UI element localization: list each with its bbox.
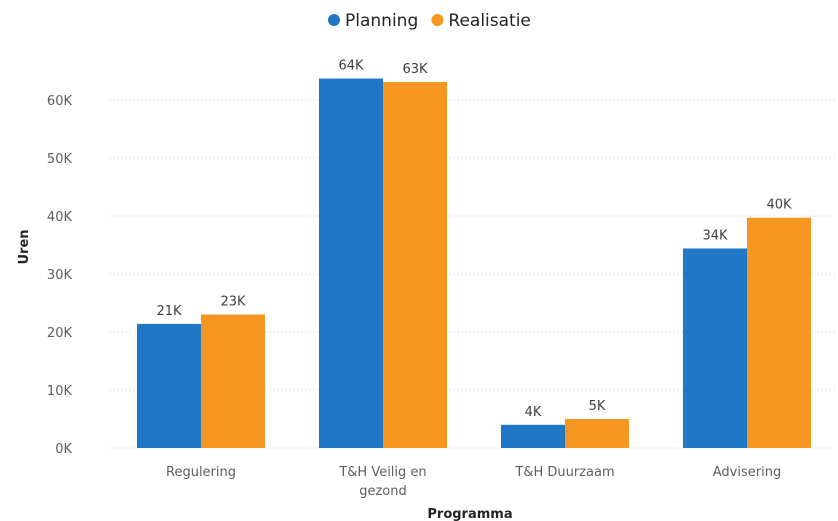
- y-tick-label: 0K: [55, 442, 72, 457]
- legend-marker-realisatie: [431, 14, 443, 26]
- bar-realisatie: [565, 419, 629, 448]
- legend-label-planning: Planning: [345, 11, 418, 31]
- x-category-label: T&H Duurzaam: [514, 465, 614, 480]
- y-tick-label: 50K: [47, 152, 73, 167]
- x-category-label: gezond: [359, 484, 407, 499]
- bar-planning: [137, 324, 201, 448]
- legend: Planning Realisatie: [328, 11, 531, 31]
- x-category-label: Advisering: [713, 465, 781, 480]
- y-tick-label: 20K: [47, 326, 73, 341]
- bar-planning: [501, 425, 565, 448]
- y-tick-label: 60K: [47, 94, 73, 109]
- x-category-label: Regulering: [166, 465, 236, 480]
- y-axis-title: Uren: [17, 229, 32, 264]
- data-label: 23K: [220, 295, 246, 310]
- legend-marker-planning: [328, 14, 340, 26]
- bar-planning: [683, 248, 747, 448]
- x-category-label: T&H Veilig en: [338, 465, 426, 480]
- data-label: 4K: [525, 405, 542, 420]
- y-tick-label: 10K: [47, 384, 73, 399]
- x-axis-title: Programma: [427, 507, 512, 521]
- bar-planning: [319, 79, 383, 448]
- legend-label-realisatie: Realisatie: [448, 11, 531, 31]
- bar-realisatie: [747, 218, 811, 448]
- x-axis-categories: Regulering T&H Veilig en gezond T&H Duurzaa…: [166, 465, 781, 499]
- data-label: 64K: [338, 59, 364, 74]
- y-tick-label: 30K: [47, 268, 73, 283]
- data-label: 40K: [766, 198, 792, 213]
- bar-realisatie: [383, 82, 447, 448]
- bar-realisatie: [201, 315, 265, 448]
- data-label: 5K: [589, 399, 606, 414]
- y-axis-ticks: 0K 10K 20K 30K 40K 50K 60K: [47, 94, 73, 457]
- data-label: 34K: [702, 228, 728, 243]
- data-label: 21K: [156, 304, 182, 319]
- y-tick-label: 40K: [47, 210, 73, 225]
- bars: [137, 79, 811, 448]
- data-label: 63K: [402, 62, 428, 77]
